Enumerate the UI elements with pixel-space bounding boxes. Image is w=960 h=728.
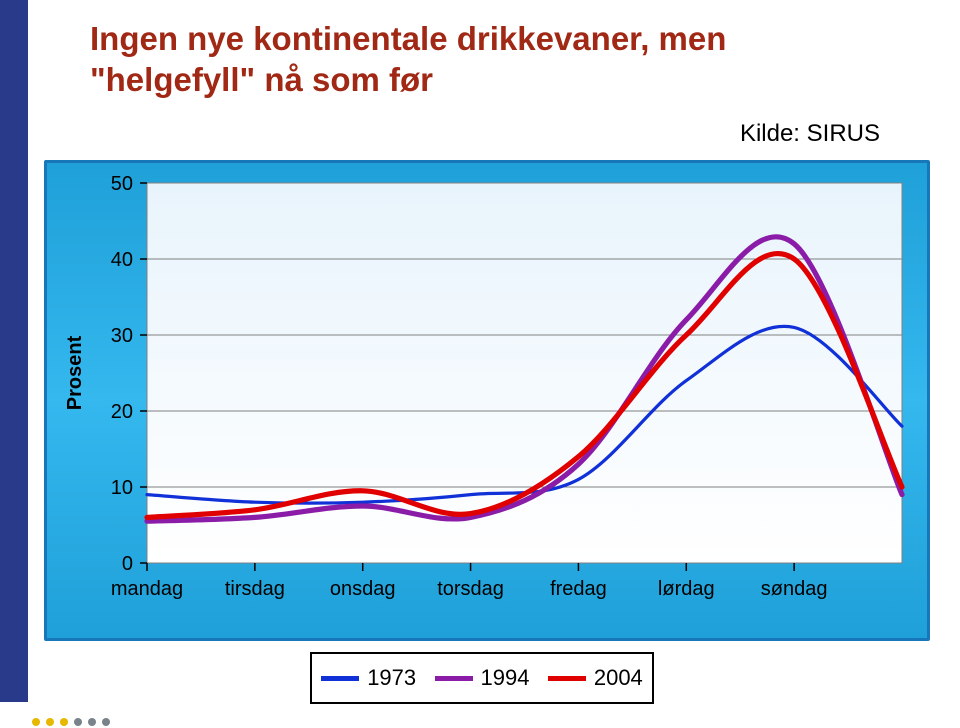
- legend-swatch: [435, 676, 473, 681]
- svg-text:20: 20: [111, 401, 133, 423]
- legend-label: 1973: [367, 665, 416, 691]
- sidebar-accent: [0, 0, 28, 702]
- svg-text:10: 10: [111, 477, 133, 499]
- legend-swatch: [548, 676, 586, 681]
- source-label: Kilde: SIRUS: [740, 120, 880, 148]
- legend-item-1994: 1994: [435, 665, 530, 691]
- svg-text:0: 0: [122, 553, 133, 575]
- svg-text:søndag: søndag: [761, 578, 828, 600]
- chart-legend: 1973 1994 2004: [310, 652, 654, 704]
- svg-text:lørdag: lørdag: [658, 578, 715, 600]
- svg-text:40: 40: [111, 249, 133, 271]
- title-line-1: Ingen nye kontinentale drikkevaner, men: [90, 18, 890, 59]
- dot: [88, 718, 96, 726]
- svg-text:fredag: fredag: [550, 578, 607, 600]
- legend-item-2004: 2004: [548, 665, 643, 691]
- dot: [46, 718, 54, 726]
- svg-text:onsdag: onsdag: [330, 578, 396, 600]
- dot: [102, 718, 110, 726]
- dot: [74, 718, 82, 726]
- chart-frame: 0 10 20 30 40 50 mandag tirsdag onsdag torsdag fre…: [44, 160, 930, 641]
- line-chart: 0 10 20 30 40 50 mandag tirsdag onsdag torsdag fre…: [47, 163, 927, 638]
- svg-text:torsdag: torsdag: [437, 578, 504, 600]
- svg-text:Prosent: Prosent: [64, 335, 86, 410]
- svg-text:30: 30: [111, 325, 133, 347]
- legend-label: 1994: [481, 665, 530, 691]
- legend-label: 2004: [594, 665, 643, 691]
- legend-item-1973: 1973: [321, 665, 416, 691]
- decorative-dots: [32, 718, 110, 726]
- svg-text:tirsdag: tirsdag: [225, 578, 285, 600]
- svg-text:mandag: mandag: [111, 578, 183, 600]
- page-title: Ingen nye kontinentale drikkevaner, men …: [90, 18, 890, 101]
- legend-swatch: [321, 676, 359, 681]
- title-line-2: "helgefyll" nå som før: [90, 59, 890, 100]
- svg-text:50: 50: [111, 173, 133, 195]
- dot: [60, 718, 68, 726]
- dot: [32, 718, 40, 726]
